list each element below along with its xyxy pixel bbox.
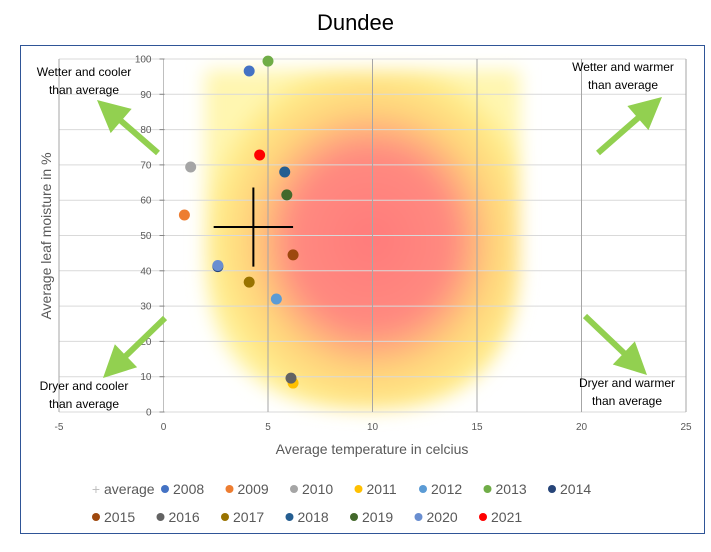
green-arrow-icon — [97, 100, 160, 156]
legend-marker-2021 — [479, 513, 487, 521]
green-arrow-icon — [582, 313, 647, 375]
annotation-bottom-right: than average — [592, 394, 662, 408]
point-2017 — [243, 276, 255, 288]
legend-marker-2012 — [419, 485, 427, 493]
point-2019 — [281, 189, 293, 201]
y-tick-label: 90 — [140, 90, 152, 101]
y-tick-label: 0 — [146, 408, 152, 419]
x-tick-label: -5 — [55, 422, 64, 433]
x-tick-label: 10 — [367, 422, 379, 433]
annotation-top-left: Wetter and cooler — [37, 65, 132, 79]
y-tick-label: 80 — [140, 125, 152, 136]
y-tick-label: 10 — [140, 372, 152, 383]
point-2016 — [285, 372, 297, 384]
annotation-top-right: than average — [588, 78, 658, 92]
y-tick-label: 20 — [140, 337, 152, 348]
annotation-top-left: than average — [49, 83, 119, 97]
x-tick-label: 20 — [576, 422, 588, 433]
x-tick-label: 0 — [161, 422, 167, 433]
point-2020 — [212, 260, 224, 272]
legend-average-marker: + — [92, 481, 100, 497]
x-axis-label: Average temperature in celcius — [276, 441, 469, 457]
legend-label-2008: 2008 — [173, 481, 204, 497]
legend-label-2009: 2009 — [238, 481, 269, 497]
chart-title: Dundee — [316, 10, 395, 35]
point-2018 — [279, 166, 291, 178]
legend-label-2021: 2021 — [491, 509, 522, 525]
legend-label-2013: 2013 — [496, 481, 527, 497]
y-tick-label: 70 — [140, 160, 152, 171]
heatmap-overlay — [205, 70, 520, 410]
legend-label-2010: 2010 — [302, 481, 333, 497]
point-2010 — [185, 161, 197, 173]
legend-label-2020: 2020 — [427, 509, 458, 525]
x-tick-label: 15 — [471, 422, 483, 433]
y-axis-label: Average leaf moisture in % — [38, 152, 54, 319]
y-tick-label: 100 — [135, 55, 152, 66]
legend-marker-2013 — [483, 485, 492, 493]
x-tick-label: 25 — [680, 422, 692, 433]
green-arrow-icon — [596, 97, 662, 156]
legend-marker-2019 — [350, 513, 358, 521]
annotation-bottom-left: Dryer and cooler — [40, 379, 129, 393]
y-tick-label: 30 — [140, 302, 152, 313]
legend-marker-2018 — [285, 513, 294, 521]
chart-frame — [20, 45, 705, 534]
legend-label-2012: 2012 — [431, 481, 462, 497]
x-tick-label: 5 — [265, 422, 271, 433]
point-2021 — [254, 149, 266, 161]
point-2009 — [178, 209, 190, 221]
green-arrow-icon — [103, 315, 168, 378]
legend-marker-2014 — [548, 485, 556, 493]
legend-marker-2009 — [225, 485, 234, 493]
point-2012 — [270, 293, 282, 305]
legend-marker-2010 — [290, 485, 298, 493]
legend-label-2017: 2017 — [233, 509, 264, 525]
legend-label-2019: 2019 — [362, 509, 393, 525]
legend-marker-2011 — [354, 485, 363, 493]
point-2013 — [262, 55, 274, 67]
legend-marker-2017 — [221, 513, 229, 521]
legend-marker-2015 — [92, 513, 100, 521]
legend-label-2014: 2014 — [560, 481, 591, 497]
legend-marker-2016 — [156, 513, 165, 521]
annotation-bottom-left: than average — [49, 397, 119, 411]
y-tick-label: 60 — [140, 196, 152, 207]
y-tick-label: 40 — [140, 266, 152, 277]
legend-marker-2020 — [414, 513, 423, 521]
legend-label-2015: 2015 — [104, 509, 135, 525]
annotation-bottom-right: Dryer and warmer — [579, 376, 675, 390]
legend-marker-2008 — [161, 485, 169, 493]
legend-label-2016: 2016 — [169, 509, 200, 525]
point-2008 — [243, 65, 255, 77]
legend-label-2018: 2018 — [298, 509, 329, 525]
y-tick-label: 50 — [140, 231, 152, 242]
point-2015 — [287, 249, 299, 261]
legend-label-average: average — [104, 481, 155, 497]
annotation-top-right: Wetter and warmer — [572, 60, 674, 74]
legend-label-2011: 2011 — [367, 481, 397, 497]
